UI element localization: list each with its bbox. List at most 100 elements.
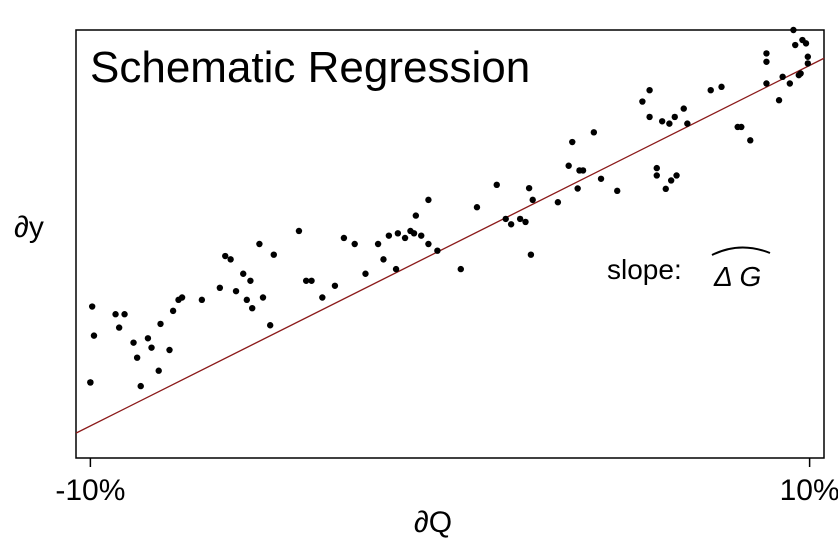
data-point-14 (166, 346, 173, 354)
data-point-102 (804, 53, 812, 60)
chart-title: Schematic Regression (90, 43, 530, 92)
data-point-79 (667, 177, 675, 184)
data-point-41 (385, 232, 393, 239)
data-point-24 (243, 296, 251, 304)
data-point-60 (527, 251, 535, 258)
data-point-20 (222, 252, 229, 260)
data-point-63 (565, 162, 572, 169)
data-point-32 (302, 277, 310, 284)
data-point-47 (412, 212, 420, 219)
data-point-17 (178, 294, 186, 301)
data-point-52 (457, 265, 464, 273)
data-point-57 (516, 215, 524, 223)
data-point-84 (707, 86, 714, 94)
x-tick-label-1: 10% (780, 474, 838, 507)
data-point-22 (232, 287, 240, 295)
data-points (87, 26, 812, 390)
data-point-28 (259, 294, 267, 301)
data-point-100 (802, 40, 810, 47)
data-point-18 (198, 296, 206, 304)
data-point-91 (763, 58, 770, 65)
data-point-27 (256, 240, 263, 248)
data-point-72 (646, 86, 653, 94)
x-tick-label-0: -10% (55, 474, 125, 507)
data-point-88 (747, 137, 754, 144)
data-point-19 (216, 284, 224, 292)
data-point-25 (247, 277, 254, 284)
data-point-96 (792, 41, 799, 49)
data-point-94 (786, 80, 794, 87)
data-point-78 (666, 120, 673, 127)
slope-label: slope: (607, 254, 682, 285)
data-point-4 (112, 311, 119, 318)
data-point-73 (646, 113, 653, 121)
data-point-5 (115, 324, 123, 331)
slope-annotation: slope: Δ G (607, 246, 771, 292)
data-point-35 (331, 282, 339, 289)
data-point-89 (763, 80, 770, 87)
data-point-67 (579, 167, 587, 174)
regression-line (75, 57, 825, 434)
data-point-95 (790, 26, 797, 34)
data-point-51 (434, 247, 441, 254)
data-point-48 (418, 232, 425, 239)
data-point-8 (133, 354, 141, 361)
data-point-101 (804, 60, 812, 67)
data-point-11 (148, 344, 155, 351)
data-point-15 (169, 307, 177, 315)
data-point-92 (775, 97, 783, 104)
hat-accent (711, 246, 771, 256)
plot-area (75, 26, 825, 434)
data-point-71 (639, 98, 646, 105)
data-point-1 (87, 379, 94, 386)
data-point-44 (401, 234, 409, 242)
data-point-55 (502, 215, 509, 223)
data-point-46 (410, 230, 418, 237)
x-axis: -10% 10% (55, 458, 838, 507)
data-point-80 (671, 113, 678, 121)
data-point-81 (673, 172, 680, 179)
data-point-58 (522, 218, 529, 226)
data-point-34 (319, 294, 326, 301)
data-point-49 (425, 196, 432, 204)
data-point-33 (308, 277, 315, 284)
data-point-56 (507, 221, 515, 228)
data-point-98 (797, 70, 804, 77)
data-point-62 (554, 199, 562, 206)
y-axis-label: ∂y (14, 211, 44, 244)
data-point-10 (144, 335, 152, 342)
data-point-59 (525, 184, 533, 192)
data-point-12 (155, 367, 162, 374)
data-point-39 (374, 240, 382, 248)
data-point-29 (266, 322, 274, 329)
data-point-54 (493, 181, 500, 189)
data-point-23 (240, 270, 247, 277)
x-axis-label: ∂Q (414, 506, 452, 539)
data-point-7 (130, 339, 137, 346)
plot-frame (75, 29, 825, 459)
data-point-53 (473, 204, 481, 211)
data-point-21 (227, 256, 234, 263)
data-point-61 (529, 196, 536, 204)
data-point-42 (392, 265, 400, 273)
delta-g-symbol: Δ G (713, 261, 761, 292)
data-point-64 (569, 138, 576, 146)
data-point-6 (121, 311, 128, 318)
data-point-65 (574, 185, 581, 192)
data-point-50 (425, 240, 432, 248)
data-point-75 (653, 172, 660, 179)
data-point-85 (718, 83, 725, 91)
data-point-3 (90, 332, 98, 339)
data-point-38 (362, 270, 369, 277)
data-point-83 (684, 120, 691, 127)
data-point-26 (249, 305, 256, 312)
data-point-30 (270, 251, 277, 258)
data-point-87 (738, 123, 745, 131)
data-point-2 (88, 303, 96, 310)
data-point-82 (680, 105, 687, 112)
data-point-36 (340, 234, 348, 242)
data-point-74 (653, 164, 660, 172)
data-point-90 (763, 50, 770, 57)
data-point-31 (295, 227, 303, 235)
